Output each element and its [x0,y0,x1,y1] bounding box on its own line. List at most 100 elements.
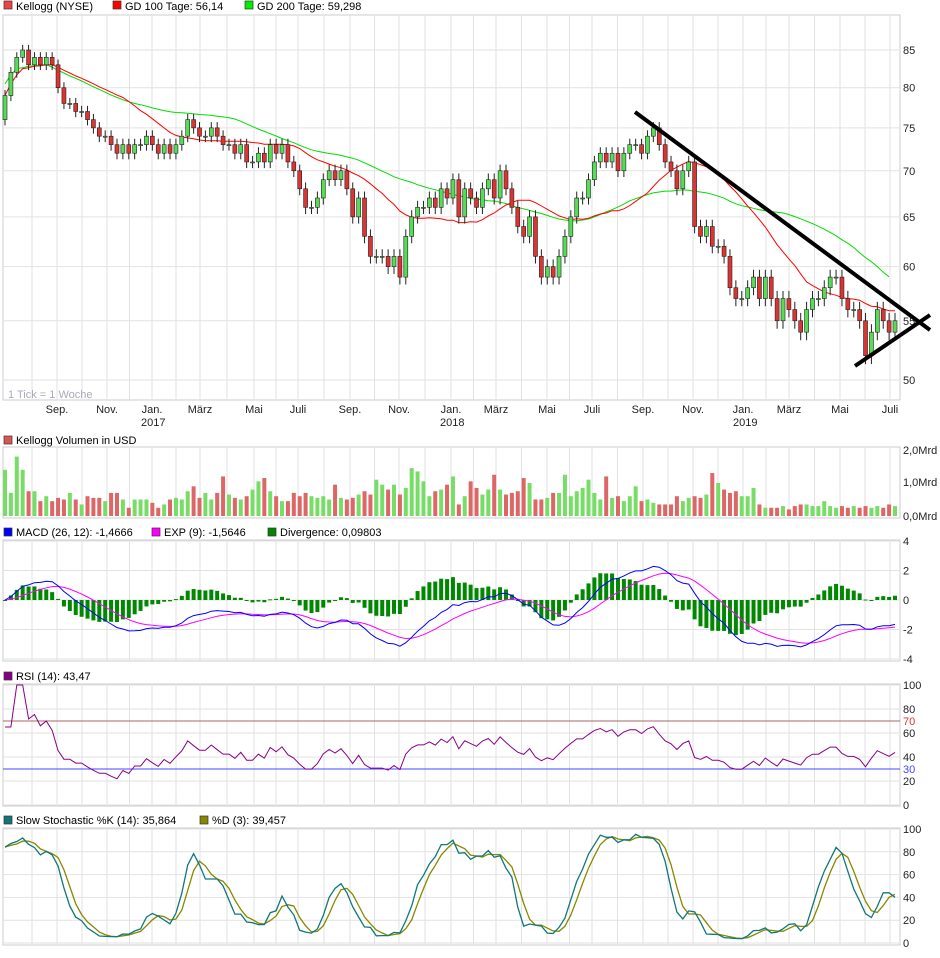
price-tick: 75 [903,123,915,135]
candle [544,259,550,285]
stoch-tick: 0 [903,938,909,950]
candle-body [203,135,208,138]
volume-bar [209,499,214,516]
volume-bar [274,496,279,516]
volume-bar [291,492,296,516]
candle-body [633,144,638,146]
candle-body [126,144,132,154]
divergence-bar [427,582,432,600]
volume-bar [710,473,715,516]
candle [338,164,344,187]
macd-panel: 4 2 0 -2 -4 [3,536,913,666]
volume-bar [439,489,444,516]
divergence-bar [509,594,514,600]
candle-body [603,152,609,163]
candle-body [698,226,703,237]
volume-bar [79,504,84,516]
candle-body [768,276,774,299]
candle [592,155,597,187]
candle [468,182,473,205]
divergence-bar [350,600,355,603]
candle [603,147,609,169]
volume-bar [763,507,768,516]
stoch-tick: 20 [903,915,915,927]
candle [568,210,574,244]
candle [114,138,120,160]
candle-body [55,64,61,89]
macd-tick: 2 [903,566,909,578]
volume-bar [309,496,314,516]
divergence-bar [881,596,886,600]
candle [350,182,356,224]
divergence-bar [757,600,762,622]
divergence-bar [816,594,821,600]
x-axis: Sep. Nov. Jan. März Mai Juli Sep. Nov. Jan. März M… [46,404,899,416]
candle [161,138,167,160]
candle [780,290,786,329]
divergence-bar [79,600,84,617]
candle-body [197,127,202,137]
candle [144,130,149,151]
candle [303,182,308,214]
divergence-bar [338,597,343,600]
volume-bar [580,487,585,516]
volume-bar [786,509,791,516]
divergence-bar [450,577,455,600]
divergence-bar [73,600,78,615]
volume-bar [598,499,603,516]
candle-body [291,161,297,172]
volume-bar [421,481,426,516]
divergence-bar [775,600,780,614]
month-label: Jan. [441,404,462,416]
candle [656,122,662,151]
divergence-bar [321,600,326,608]
candle [403,229,409,285]
candle-body [256,152,261,163]
divergence-bar [545,600,550,620]
candle-body [273,144,279,154]
volume-bar [639,501,644,516]
candle [379,249,385,264]
divergence-bar [156,600,161,605]
candle-body [362,197,367,237]
divergence-bar [333,600,338,601]
divergence-bar [150,600,155,605]
volume-bar [203,492,208,516]
candle-body [144,135,149,145]
candle-body [61,87,67,104]
stoch-tick: 100 [903,824,921,836]
candle [792,301,798,329]
divergence-bar [315,600,320,613]
candle-body [427,197,432,208]
candle-body [32,57,37,66]
candle-body [468,188,473,199]
divergence-bar [733,600,738,636]
volume-bar [97,497,102,516]
candle [704,219,709,244]
divergence-bar [875,596,880,600]
candle-body [208,127,214,137]
divergence-bar [20,585,25,600]
candle-body [85,111,90,120]
month-label: Nov. [388,404,410,416]
volume-bar [557,492,562,516]
volume-bar [103,501,108,516]
divergence-bar [203,590,208,600]
volume-bar [109,492,114,516]
candle [173,138,179,160]
volume-bar [775,507,780,516]
divergence-bar [14,589,19,600]
candle-body [680,170,686,190]
divergence-bar [274,598,279,600]
candle-body [332,170,338,181]
candle-body [615,152,621,172]
candle [875,301,880,341]
divergence-bar [663,595,668,600]
candle-body [150,135,155,145]
divergence-bar [739,600,744,634]
legend-volume: Kellogg Volumen in USD [16,435,137,447]
year-2018: 2018 [440,417,464,429]
candle-body [527,216,532,237]
rsi-tick: 80 [903,704,915,716]
